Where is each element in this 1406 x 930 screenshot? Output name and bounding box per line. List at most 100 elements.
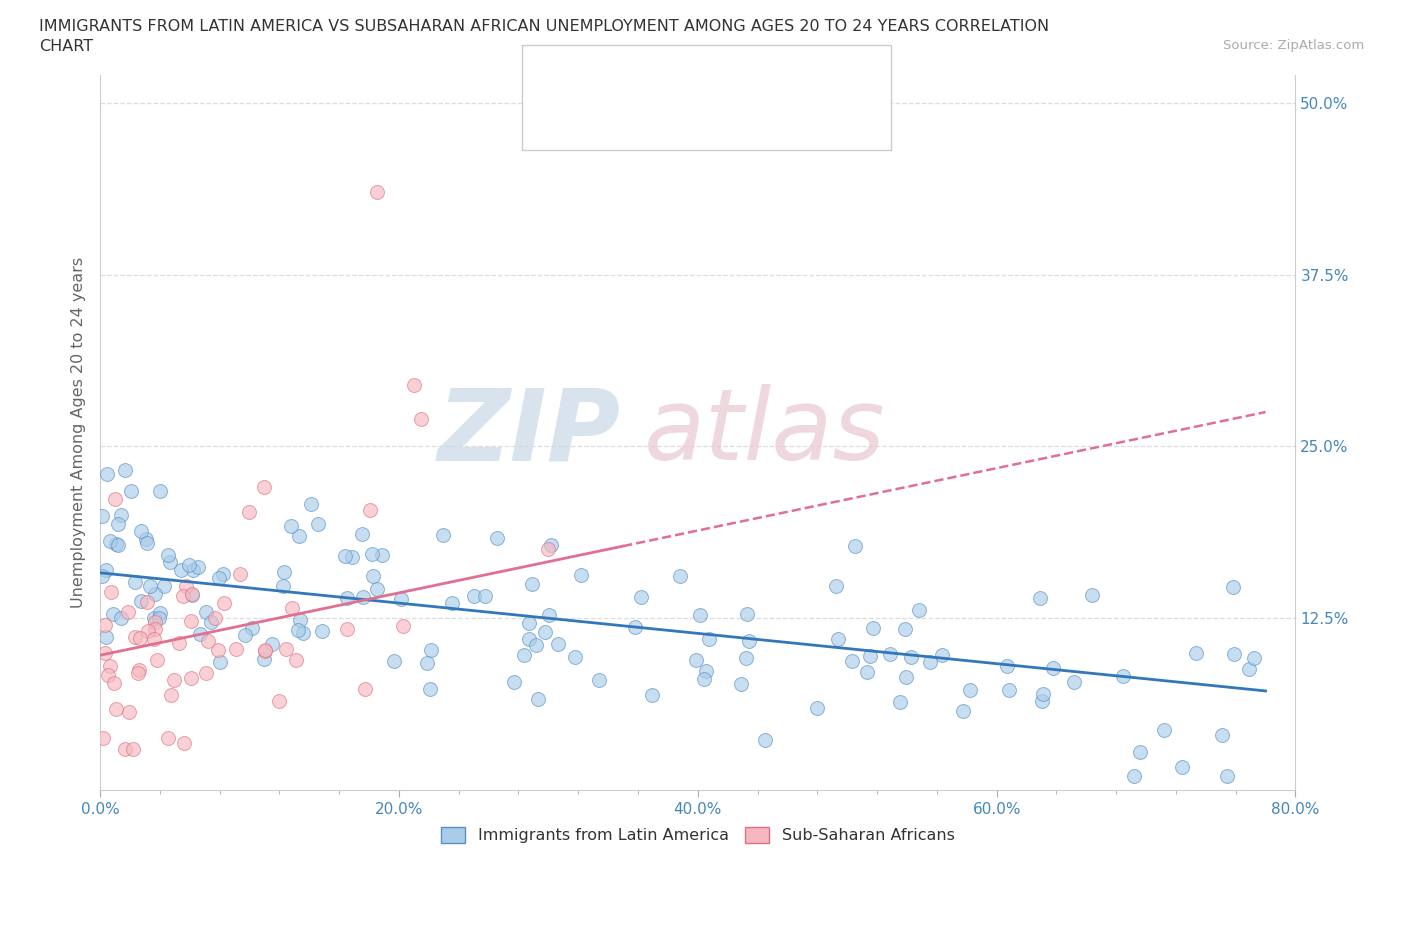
Point <box>695 664 717 679</box>
Point <box>200 615 222 630</box>
Point <box>311 624 333 639</box>
Point <box>149 484 172 498</box>
Point <box>90 509 112 524</box>
Point <box>411 411 433 426</box>
Point <box>136 623 159 638</box>
Point <box>156 548 179 563</box>
Point <box>172 589 194 604</box>
Point <box>253 644 276 658</box>
Point <box>920 655 942 670</box>
Point <box>415 656 437 671</box>
Point <box>879 646 901 661</box>
Point <box>307 516 329 531</box>
Point <box>533 624 555 639</box>
Point <box>474 589 496 604</box>
Point <box>366 185 388 200</box>
Point <box>117 704 139 719</box>
Y-axis label: Unemployment Among Ages 20 to 24 years: Unemployment Among Ages 20 to 24 years <box>72 257 86 608</box>
Point <box>1111 669 1133 684</box>
Point <box>641 687 664 702</box>
Point <box>285 652 308 667</box>
Point <box>145 615 167 630</box>
Point <box>280 519 302 534</box>
Point <box>94 630 117 644</box>
Point <box>1032 686 1054 701</box>
Point <box>204 611 226 626</box>
Point <box>173 736 195 751</box>
Point <box>276 642 298 657</box>
Point <box>1031 694 1053 709</box>
Point <box>540 538 562 552</box>
Point <box>440 595 463 610</box>
Point <box>995 658 1018 673</box>
Point <box>97 667 120 682</box>
Text: CHART: CHART <box>39 39 93 54</box>
Point <box>998 683 1021 698</box>
Point <box>689 607 711 622</box>
Point <box>517 616 540 631</box>
Point <box>180 671 202 685</box>
Point <box>502 675 524 690</box>
Point <box>896 670 918 684</box>
Point <box>959 683 981 698</box>
Point <box>194 604 217 619</box>
Point <box>738 634 761 649</box>
Point <box>129 631 152 645</box>
Point <box>1123 769 1146 784</box>
Point <box>181 586 204 601</box>
Point <box>153 579 176 594</box>
Point <box>253 652 276 667</box>
Point <box>96 467 118 482</box>
Point <box>105 537 128 551</box>
Point <box>859 648 882 663</box>
Point <box>91 568 114 583</box>
Point <box>288 529 311 544</box>
Point <box>136 536 159 551</box>
Point <box>734 650 756 665</box>
Point <box>547 636 569 651</box>
Point <box>1042 660 1064 675</box>
Point <box>107 516 129 531</box>
Point <box>520 576 543 591</box>
Point <box>564 650 586 665</box>
Point <box>163 672 186 687</box>
Point <box>1153 723 1175 737</box>
Point <box>463 589 485 604</box>
Point <box>299 497 322 512</box>
Point <box>754 732 776 747</box>
Point <box>350 526 373 541</box>
Point <box>359 502 381 517</box>
Point <box>630 590 652 604</box>
Point <box>588 672 610 687</box>
Point <box>194 666 217 681</box>
Point <box>841 654 863 669</box>
Point <box>181 588 204 603</box>
Point <box>361 568 384 583</box>
Text: atlas: atlas <box>644 384 886 481</box>
Text: ZIP: ZIP <box>437 384 620 481</box>
Point <box>361 546 384 561</box>
Point <box>824 578 846 593</box>
Point <box>207 643 229 658</box>
Point <box>110 611 132 626</box>
Point <box>114 462 136 477</box>
Point <box>855 665 877 680</box>
Point <box>693 671 716 686</box>
Point <box>145 653 167 668</box>
Point <box>366 581 388 596</box>
Point <box>352 590 374 604</box>
Point <box>128 662 150 677</box>
Point <box>624 619 647 634</box>
Point <box>730 677 752 692</box>
Point <box>122 741 145 756</box>
Point <box>900 649 922 664</box>
Point <box>94 563 117 578</box>
Text: IMMIGRANTS FROM LATIN AMERICA VS SUBSAHARAN AFRICAN UNEMPLOYMENT AMONG AGES 20 T: IMMIGRANTS FROM LATIN AMERICA VS SUBSAHA… <box>39 19 1049 33</box>
Point <box>908 603 931 618</box>
Point <box>159 555 181 570</box>
Point <box>827 631 849 646</box>
Point <box>98 533 121 548</box>
Point <box>402 378 425 392</box>
Point <box>844 538 866 553</box>
Point <box>697 631 720 646</box>
